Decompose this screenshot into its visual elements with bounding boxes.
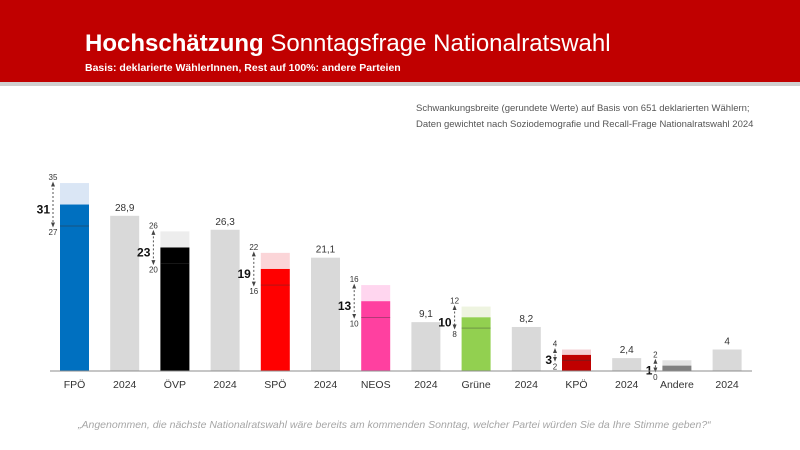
header-banner [0, 0, 800, 82]
x-tick-label: 2024 [213, 379, 237, 391]
range-high-label: 35 [49, 173, 58, 182]
bar-kpö [562, 354, 591, 371]
x-tick-label: 2024 [515, 379, 539, 391]
range-low-label: 20 [149, 266, 158, 275]
title-rest: Sonntagsfrage Nationalratswahl [263, 30, 611, 57]
bar-2024-reference [511, 326, 541, 371]
range-low-label: 8 [452, 330, 457, 339]
value-label: 3 [545, 353, 552, 367]
bar-2024-reference [210, 229, 240, 371]
reference-value-label: 26,3 [215, 217, 235, 228]
range-high-label: 16 [350, 275, 359, 284]
methodology-note: Schwankungsbreite (gerundete Werte) auf … [416, 101, 786, 133]
title-bold: Hochschätzung [85, 30, 264, 57]
reference-value-label: 8,2 [519, 314, 533, 325]
reference-value-label: 9,1 [419, 309, 433, 320]
range-band-upper [60, 183, 89, 205]
value-label: 13 [338, 299, 352, 313]
value-label: 10 [438, 315, 452, 329]
bar-2024-reference [411, 322, 441, 371]
reference-value-label: 2,4 [620, 345, 634, 356]
value-label: 31 [37, 203, 51, 217]
range-band-upper [160, 231, 190, 248]
range-low-label: 16 [249, 287, 258, 296]
x-tick-label: Andere [660, 379, 694, 391]
bar-övp [160, 247, 190, 371]
methodology-note-line: Schwankungsbreite (gerundete Werte) auf … [416, 103, 750, 114]
chart-title: Hochschätzung Sonntagsfrage Nationalrats… [85, 30, 611, 58]
bar-neos [361, 301, 391, 371]
survey-question: „Angenommen, die nächste Nationalratswah… [78, 419, 711, 431]
reference-value-label: 21,1 [316, 245, 336, 256]
range-high-label: 12 [450, 297, 459, 306]
range-band-upper [662, 360, 692, 366]
x-tick-label: SPÖ [264, 379, 286, 391]
range-low-label: 27 [49, 228, 58, 237]
bar-2024-reference [612, 358, 642, 371]
reference-value-label: 28,9 [115, 203, 135, 214]
x-tick-label: NEOS [361, 379, 391, 391]
bar-grüne [461, 317, 491, 371]
bar-spö [260, 268, 290, 371]
range-low-label: 0 [653, 373, 658, 382]
range-band-upper [461, 306, 491, 318]
x-tick-label: FPÖ [64, 379, 86, 391]
x-tick-label: KPÖ [565, 379, 587, 391]
range-high-label: 4 [553, 340, 558, 349]
x-tick-label: Grüne [462, 379, 491, 391]
range-band-upper [562, 349, 591, 355]
bar-2024-reference [712, 349, 742, 371]
x-tick-label: 2024 [113, 379, 137, 391]
range-high-label: 26 [149, 221, 158, 230]
bar-andere [662, 365, 692, 371]
range-band-upper [361, 285, 391, 302]
x-tick-label: 2024 [414, 379, 438, 391]
bar-fpö [60, 204, 89, 371]
methodology-note-line: Daten gewichtet nach Soziodemografie und… [416, 119, 754, 130]
x-tick-label: 2024 [314, 379, 338, 391]
range-band-upper [260, 252, 290, 269]
value-label: 19 [237, 267, 251, 281]
x-tick-label: 2024 [715, 379, 739, 391]
header-divider [0, 82, 800, 86]
range-low-label: 10 [350, 319, 359, 328]
reference-value-label: 4 [724, 337, 730, 348]
chart-subtitle: Basis: deklarierte WählerInnen, Rest auf… [85, 62, 401, 74]
x-tick-label: ÖVP [164, 379, 186, 391]
range-high-label: 22 [249, 243, 258, 252]
bar-2024-reference [110, 215, 140, 371]
bar-2024-reference [311, 257, 340, 371]
range-high-label: 2 [653, 350, 658, 359]
value-label: 23 [137, 245, 151, 259]
x-tick-label: 2024 [615, 379, 639, 391]
range-low-label: 2 [553, 362, 558, 371]
